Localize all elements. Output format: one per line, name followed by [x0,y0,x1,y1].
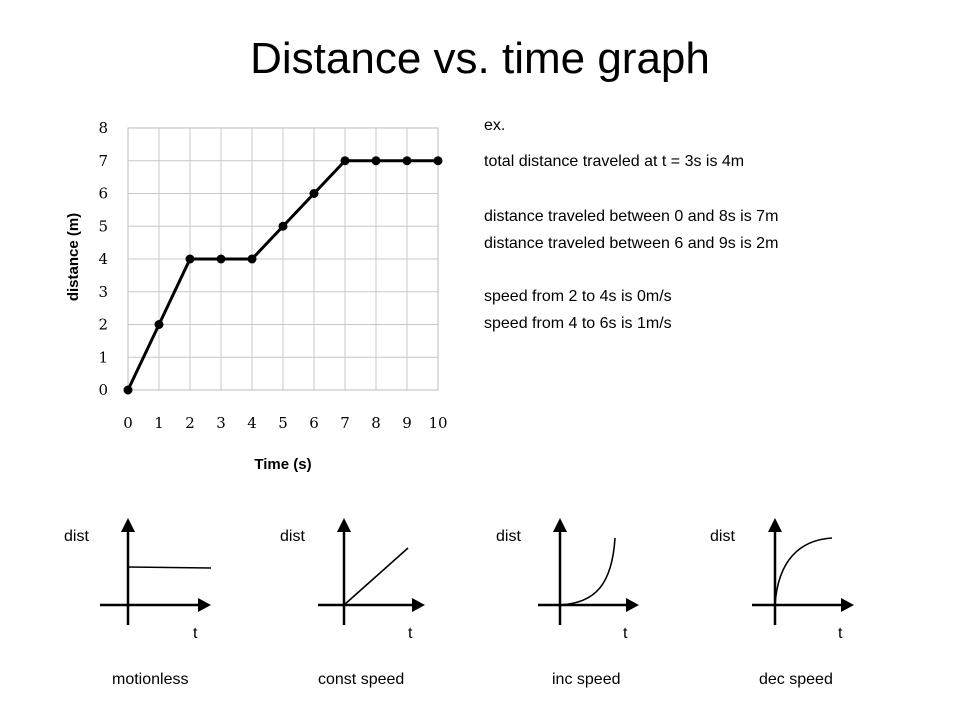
data-point [154,320,164,329]
mini-graph-motionless: dist t motionless [64,518,212,688]
data-points [123,156,443,395]
mini-caption: const speed [318,671,404,688]
mini-x-arrow-icon [412,598,425,612]
mini-y-arrow-icon [121,518,135,532]
mini-x-arrow-icon [626,598,639,612]
mini-x-arrow-icon [841,598,854,612]
y-tick-label: 7 [98,152,108,170]
mini-curve-concave-down [774,537,833,606]
y-tick-label: 6 [98,185,108,203]
x-tick-label: 5 [278,414,288,432]
x-tick-label: 6 [309,414,319,432]
mini-graph-const-speed: dist t const speed [280,518,425,688]
y-axis-title: distance (m) [65,213,82,301]
y-tick-label: 8 [98,119,108,137]
mini-y-arrow-icon [337,518,351,532]
mini-curve-straight [343,547,409,606]
y-tick-label: 3 [98,283,108,301]
x-tick-label: 10 [428,414,447,432]
mini-y-arrow-icon [553,518,567,532]
note-ex: ex. [484,117,506,134]
y-tick-label: 2 [98,316,108,334]
note-distance-0-8: distance traveled between 0 and 8s is 7m [484,208,779,225]
mini-y-label: dist [280,528,305,545]
chart-grid [127,127,439,391]
x-tick-label: 2 [185,414,195,432]
mini-curve-concave-up [559,537,616,606]
slide-title: Distance vs. time graph [250,34,710,83]
mini-x-arrow-icon [198,598,211,612]
mini-curve-horizontal [127,566,212,569]
mini-x-label: t [193,625,198,642]
mini-y-label: dist [64,528,89,545]
x-axis-title: Time (s) [254,456,311,473]
data-point [247,254,257,264]
mini-caption: motionless [112,671,188,688]
data-point [185,254,195,264]
data-point [309,189,319,198]
y-tick-label: 0 [98,381,108,399]
y-tick-label: 1 [98,348,108,366]
note-total-distance: total distance traveled at t = 3s is 4m [484,153,745,170]
y-tick-label: 4 [98,250,108,268]
note-speed-2-4: speed from 2 to 4s is 0m/s [484,288,672,305]
note-distance-6-9: distance traveled between 6 and 9s is 2m [484,235,779,252]
data-point [402,156,412,166]
y-tick-labels: 0 1 2 3 4 5 6 7 8 [98,119,108,399]
mini-caption: dec speed [759,671,833,688]
data-point [216,254,226,264]
mini-x-label: t [838,625,843,642]
x-tick-label: 0 [123,414,133,432]
x-tick-label: 3 [216,414,226,432]
mini-graph-dec-speed: dist t dec speed [710,518,854,688]
data-point [371,156,381,166]
y-tick-label: 5 [98,217,108,235]
plot-frame [127,127,439,391]
x-tick-label: 7 [340,414,350,432]
mini-y-label: dist [710,528,735,545]
mini-y-arrow-icon [768,518,782,532]
note-speed-4-6: speed from 4 to 6s is 1m/s [484,315,672,332]
data-point [340,156,350,166]
data-point [278,221,288,231]
mini-graph-inc-speed: dist t inc speed [496,518,639,688]
data-point [433,156,443,166]
x-tick-labels: 0 1 2 3 4 5 6 7 8 9 10 [123,414,447,432]
x-tick-label: 9 [402,414,412,432]
mini-x-label: t [408,625,413,642]
mini-y-label: dist [496,528,521,545]
mini-caption: inc speed [552,671,621,688]
x-tick-label: 4 [247,414,257,432]
data-point [123,385,133,395]
x-tick-label: 8 [371,414,381,432]
x-tick-label: 1 [154,414,164,432]
mini-x-label: t [623,625,628,642]
